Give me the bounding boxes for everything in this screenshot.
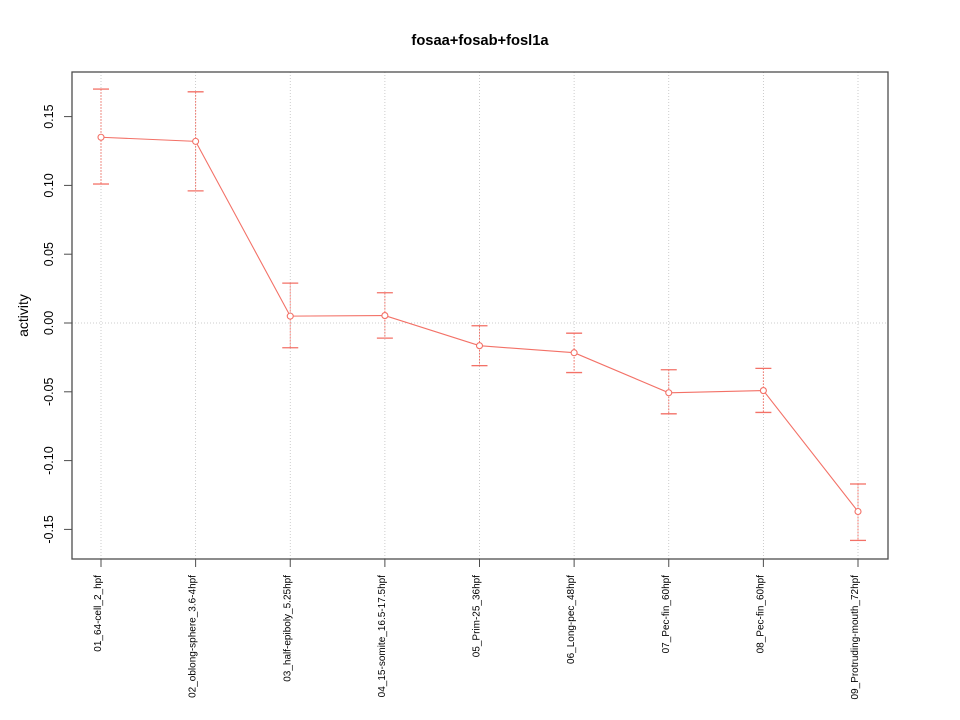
svg-text:03_half-epiboly_5.25hpf: 03_half-epiboly_5.25hpf bbox=[282, 575, 293, 682]
svg-text:05_Prim-25_36hpf: 05_Prim-25_36hpf bbox=[472, 575, 483, 657]
svg-text:07_Pec-fin_60hpf: 07_Pec-fin_60hpf bbox=[661, 575, 672, 654]
svg-text:fosaa+fosab+fosl1a: fosaa+fosab+fosl1a bbox=[411, 33, 549, 49]
svg-text:09_Protruding-mouth_72hpf: 09_Protruding-mouth_72hpf bbox=[850, 575, 861, 700]
svg-text:04_15-somite_16.5-17.5hpf: 04_15-somite_16.5-17.5hpf bbox=[377, 575, 388, 698]
svg-text:-0.10: -0.10 bbox=[42, 446, 56, 475]
svg-text:-0.15: -0.15 bbox=[42, 515, 56, 544]
svg-text:02_oblong-sphere_3.6-4hpf: 02_oblong-sphere_3.6-4hpf bbox=[188, 575, 199, 698]
svg-text:08_Pec-fin_60hpf: 08_Pec-fin_60hpf bbox=[755, 575, 766, 654]
svg-text:0.05: 0.05 bbox=[42, 242, 56, 266]
svg-text:-0.05: -0.05 bbox=[42, 378, 56, 407]
svg-text:0.00: 0.00 bbox=[42, 311, 56, 335]
svg-text:activity: activity bbox=[15, 294, 31, 337]
svg-text:0.15: 0.15 bbox=[42, 104, 56, 128]
svg-text:0.10: 0.10 bbox=[42, 173, 56, 197]
svg-text:01_64-cell_2_hpf: 01_64-cell_2_hpf bbox=[93, 575, 104, 652]
svg-text:06_Long-pec_48hpf: 06_Long-pec_48hpf bbox=[566, 575, 577, 664]
